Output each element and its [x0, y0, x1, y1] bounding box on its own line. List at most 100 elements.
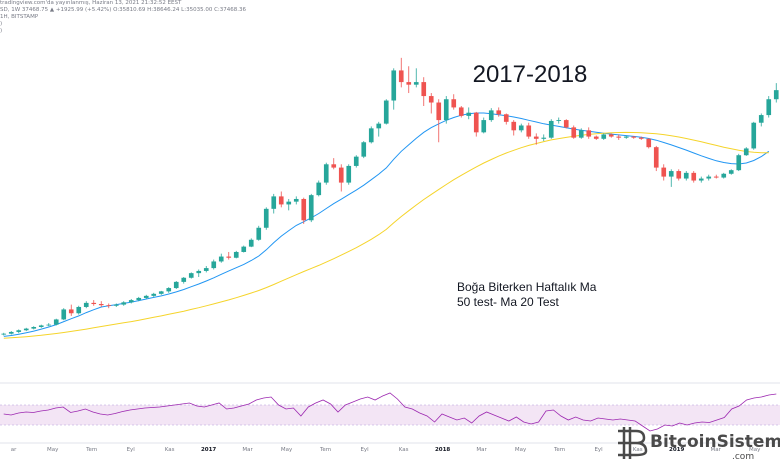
ma20-line — [3, 112, 770, 337]
x-tick-label: 2018 — [435, 447, 450, 453]
header-line-5: ) — [0, 28, 3, 34]
x-tick-label: Tem — [319, 447, 331, 453]
candle-body — [683, 172, 689, 179]
candle-body — [766, 99, 772, 116]
candle-body — [473, 112, 479, 133]
ma50-line — [3, 131, 769, 339]
candle-body — [496, 110, 502, 115]
header-line-2: SD, 1W 37468.75 ▲ +1925.99 (+5.42%) O:35… — [0, 7, 247, 13]
candle-body — [293, 198, 299, 202]
candle-body — [346, 165, 352, 183]
candle-body — [143, 295, 149, 298]
x-tick-label: 2017 — [201, 447, 216, 453]
candle-body — [488, 110, 494, 121]
candle-body — [1, 333, 7, 335]
candle-body — [556, 120, 562, 121]
candle-body — [481, 120, 487, 133]
x-tick-label: Tem — [85, 447, 97, 453]
candle-body — [623, 136, 629, 138]
candle-body — [541, 137, 547, 139]
candle-body — [571, 127, 577, 138]
candle-body — [23, 328, 29, 331]
candle-body — [188, 273, 194, 278]
candle-body — [226, 256, 232, 258]
candle-body — [421, 82, 427, 97]
candle-body — [743, 148, 749, 156]
candle-body — [466, 112, 472, 116]
candle-body — [736, 155, 742, 171]
candle-body — [203, 268, 209, 271]
candle-body — [758, 115, 764, 123]
moving-averages — [3, 112, 770, 339]
candle-body — [593, 136, 599, 139]
candle-body — [233, 251, 239, 258]
candle-body — [601, 134, 607, 139]
candle-body — [218, 256, 224, 262]
candle-body — [713, 176, 719, 178]
x-tick-label: Eyl — [360, 447, 369, 453]
candle-body — [271, 196, 277, 209]
candle-body — [113, 304, 119, 306]
logo-wordmark: BitcoinSistemi — [650, 432, 780, 452]
candle-body — [61, 309, 67, 320]
candle-body — [338, 167, 344, 183]
candle-body — [376, 123, 382, 129]
candle-body — [38, 325, 44, 328]
x-axis: ar May Tem Eyl Kas 2017 Mar May Tem Eyl Kas 2018 Mar… — [0, 442, 780, 453]
candle-body — [98, 304, 104, 306]
candle-body — [368, 128, 374, 143]
candle-body — [526, 125, 532, 137]
x-tick-label: May — [47, 447, 59, 453]
candle-body — [353, 156, 359, 166]
candle-body — [241, 246, 247, 252]
candle-body — [136, 297, 142, 301]
candle-body — [91, 302, 97, 305]
candle-body — [548, 120, 554, 138]
candle-body — [8, 331, 14, 334]
candle-body — [721, 173, 727, 178]
candle-body — [646, 138, 652, 148]
header-line-3: 1H, BITSTAMP — [0, 14, 39, 20]
candle-body — [391, 70, 397, 101]
candle-body — [706, 176, 712, 179]
candle-body — [16, 330, 22, 332]
x-tick-label: May — [515, 447, 527, 453]
candle-body — [676, 171, 682, 179]
candle-body — [518, 125, 524, 131]
candle-body — [301, 198, 307, 221]
candle-body — [533, 136, 539, 139]
candle-body — [361, 142, 367, 157]
candle-body — [76, 306, 82, 314]
candle-body — [173, 281, 179, 289]
candle-body — [653, 147, 659, 168]
candle-body — [698, 178, 704, 181]
candle-body — [608, 134, 614, 137]
candle-body — [436, 102, 442, 121]
candle-body — [308, 195, 314, 221]
candle-body — [256, 227, 262, 240]
candle-body — [451, 99, 457, 108]
candle-body — [413, 82, 419, 85]
bitcoin-logo-icon: BitcoinSistemi .com — [618, 427, 780, 462]
candle-body — [46, 324, 52, 326]
rsi-band — [0, 405, 780, 425]
x-tick-label: Kas — [633, 447, 643, 453]
candle-body — [503, 114, 509, 122]
x-tick-label: Mar — [242, 447, 253, 453]
logo-domain: .com — [732, 452, 754, 462]
annotation-line-1: Boğa Biterken Haftalık Ma — [457, 280, 597, 294]
candles — [1, 57, 779, 336]
candle-body — [661, 167, 667, 177]
candle-body — [616, 136, 622, 138]
candle-body — [248, 239, 254, 247]
candle-body — [83, 302, 89, 307]
candle-body — [323, 164, 329, 183]
candle-body — [53, 319, 59, 325]
x-tick-label: ar — [11, 447, 17, 453]
candle-body — [751, 122, 757, 149]
candle-body — [106, 305, 112, 306]
candle-body — [128, 300, 134, 303]
candle-body — [383, 100, 389, 124]
